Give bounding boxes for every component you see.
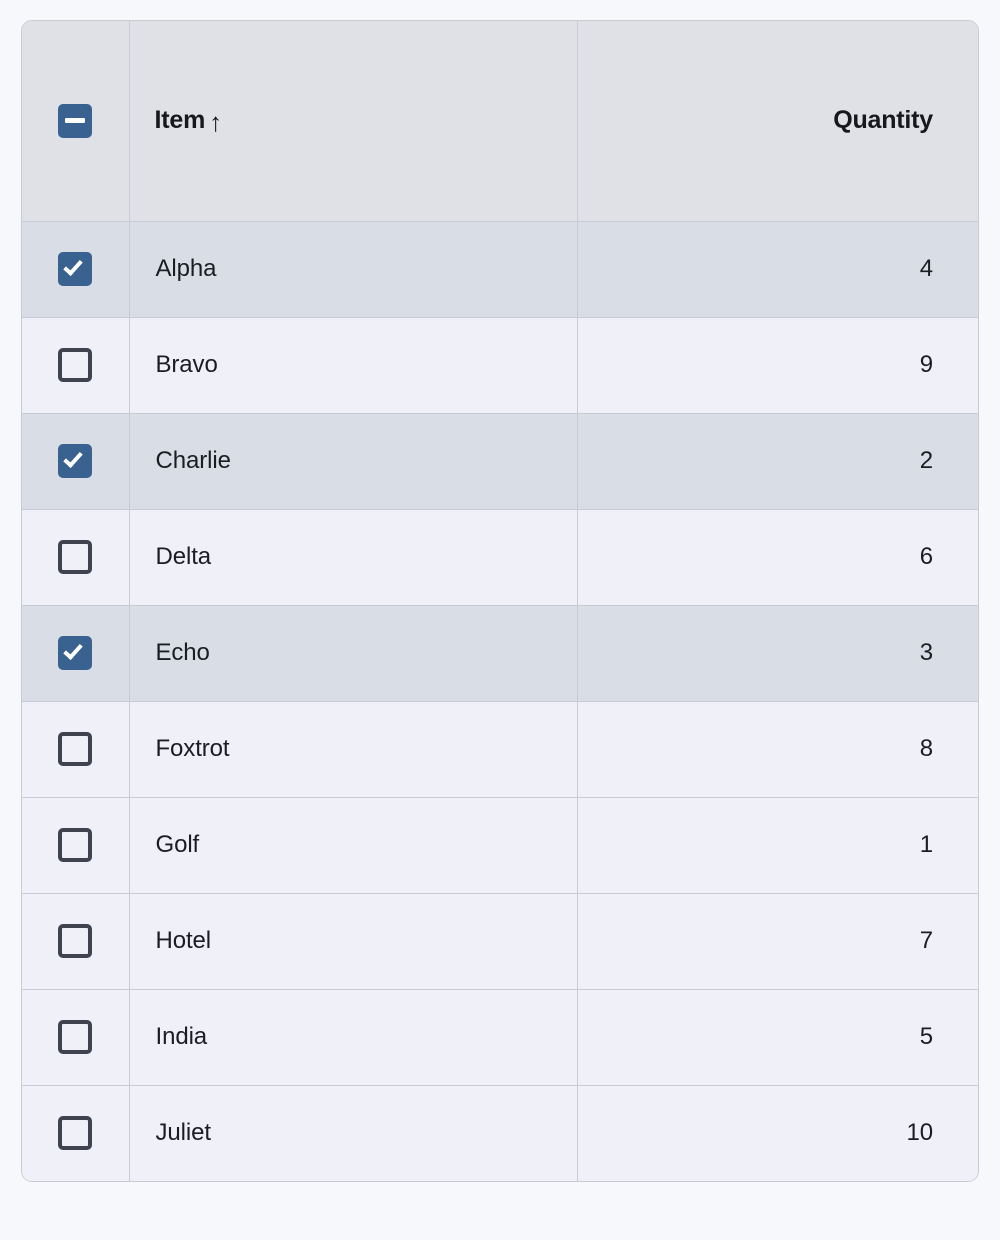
cell-quantity: 5: [577, 989, 978, 1086]
row-select-cell[interactable]: [22, 221, 130, 318]
cell-quantity: 2: [577, 413, 978, 510]
arrow-up-icon: ↑: [209, 106, 222, 137]
cell-item: Bravo: [129, 317, 578, 414]
row-select-cell[interactable]: [22, 1085, 130, 1181]
row-select-checkbox[interactable]: [58, 444, 93, 478]
row-select-cell[interactable]: [22, 317, 130, 414]
cell-item: India: [129, 989, 578, 1086]
row-select-checkbox[interactable]: [58, 636, 93, 670]
column-header-item-label: Item: [154, 106, 206, 135]
column-header-quantity[interactable]: Quantity: [577, 21, 978, 222]
row-select-checkbox[interactable]: [58, 252, 93, 286]
row-select-checkbox[interactable]: [58, 348, 93, 382]
table-row[interactable]: Juliet 10: [22, 1085, 978, 1181]
table-row[interactable]: Bravo 9: [22, 317, 978, 414]
table-row[interactable]: Echo 3: [22, 605, 978, 702]
table-row[interactable]: Charlie 2: [22, 413, 978, 510]
select-all-checkbox[interactable]: [58, 103, 93, 138]
column-header-quantity-label: Quantity: [833, 106, 933, 135]
row-select-cell[interactable]: [22, 989, 130, 1086]
table-row[interactable]: Foxtrot 8: [22, 701, 978, 798]
cell-quantity: 4: [577, 221, 978, 318]
cell-item: Hotel: [129, 893, 578, 990]
table-row[interactable]: Alpha 4: [22, 221, 978, 318]
table-header: Item ↑ Quantity: [22, 21, 978, 222]
cell-item: Foxtrot: [129, 701, 578, 798]
cell-item: Juliet: [129, 1085, 578, 1181]
row-select-checkbox[interactable]: [58, 1020, 93, 1054]
cell-item: Alpha: [129, 221, 578, 318]
row-select-cell[interactable]: [22, 509, 130, 606]
cell-quantity: 8: [577, 701, 978, 798]
table-row[interactable]: India 5: [22, 989, 978, 1086]
row-select-cell[interactable]: [22, 893, 130, 990]
row-select-cell[interactable]: [22, 605, 130, 702]
data-table-panel: Item ↑ Quantity Alpha 4 Bravo 9 Charlie 2 Delt…: [21, 20, 979, 1182]
table-row[interactable]: Golf 1: [22, 797, 978, 894]
row-select-checkbox[interactable]: [58, 540, 93, 574]
row-select-checkbox[interactable]: [58, 924, 93, 958]
row-select-checkbox[interactable]: [58, 1116, 93, 1151]
table-row[interactable]: Delta 6: [22, 509, 978, 606]
cell-quantity: 6: [577, 509, 978, 606]
table-header-row: Item ↑ Quantity: [22, 21, 978, 222]
cell-quantity: 1: [577, 797, 978, 894]
cell-quantity: 10: [577, 1085, 978, 1181]
cell-quantity: 7: [577, 893, 978, 990]
cell-quantity: 3: [577, 605, 978, 702]
column-header-item[interactable]: Item ↑: [129, 21, 578, 222]
row-select-cell[interactable]: [22, 797, 130, 894]
row-select-cell[interactable]: [22, 701, 130, 798]
row-select-checkbox[interactable]: [58, 732, 93, 766]
select-all-header-cell: [22, 21, 130, 222]
table-body: Alpha 4 Bravo 9 Charlie 2 Delta 6 Echo 3 Foxtrot 8 G…: [22, 221, 978, 1181]
items-table: Item ↑ Quantity Alpha 4 Bravo 9 Charlie 2 Delt…: [22, 21, 978, 1181]
row-select-checkbox[interactable]: [58, 828, 93, 862]
cell-item: Echo: [129, 605, 578, 702]
row-select-cell[interactable]: [22, 413, 130, 510]
table-row[interactable]: Hotel 7: [22, 893, 978, 990]
item-header-sort-wrap: Item ↑: [154, 106, 223, 137]
cell-quantity: 9: [577, 317, 978, 414]
cell-item: Golf: [129, 797, 578, 894]
cell-item: Charlie: [129, 413, 578, 510]
cell-item: Delta: [129, 509, 578, 606]
